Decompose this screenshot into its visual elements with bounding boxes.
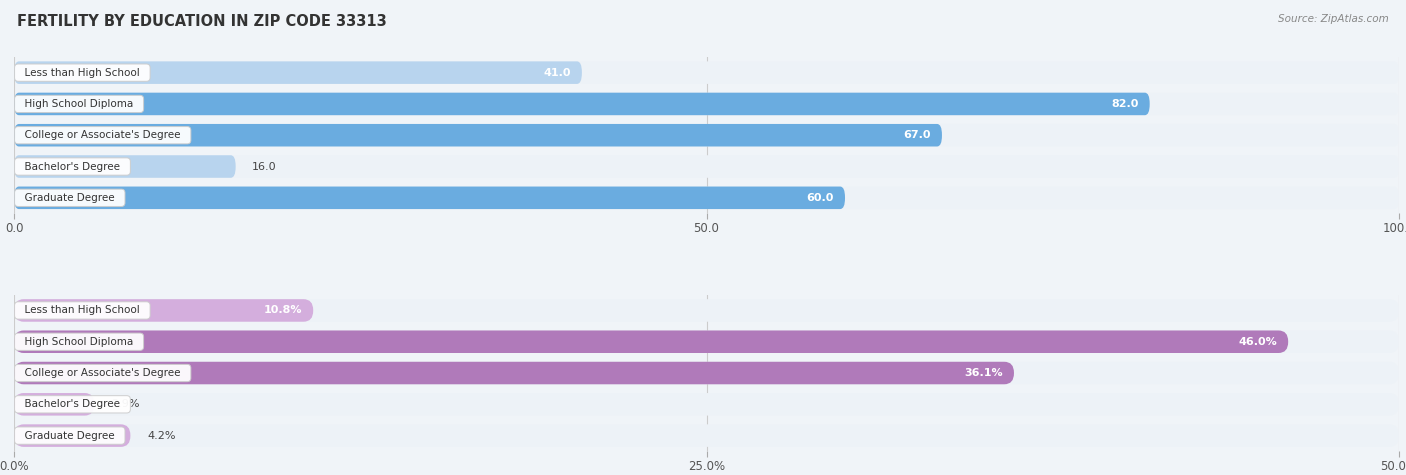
- FancyBboxPatch shape: [14, 362, 1014, 384]
- FancyBboxPatch shape: [14, 299, 1399, 322]
- FancyBboxPatch shape: [14, 155, 236, 178]
- Text: 82.0: 82.0: [1111, 99, 1139, 109]
- Text: 10.8%: 10.8%: [263, 305, 302, 315]
- Text: 60.0: 60.0: [807, 193, 834, 203]
- FancyBboxPatch shape: [14, 124, 1399, 146]
- Text: FERTILITY BY EDUCATION IN ZIP CODE 33313: FERTILITY BY EDUCATION IN ZIP CODE 33313: [17, 14, 387, 29]
- Text: Graduate Degree: Graduate Degree: [18, 193, 121, 203]
- Text: 16.0: 16.0: [252, 162, 277, 171]
- Text: Bachelor's Degree: Bachelor's Degree: [18, 162, 127, 171]
- FancyBboxPatch shape: [14, 93, 1150, 115]
- Text: 36.1%: 36.1%: [965, 368, 1002, 378]
- Text: 4.2%: 4.2%: [148, 431, 176, 441]
- Text: 2.9%: 2.9%: [111, 399, 139, 409]
- FancyBboxPatch shape: [14, 393, 94, 416]
- FancyBboxPatch shape: [14, 187, 1399, 209]
- FancyBboxPatch shape: [14, 331, 1399, 353]
- FancyBboxPatch shape: [14, 61, 1399, 84]
- Text: 67.0: 67.0: [904, 130, 931, 140]
- FancyBboxPatch shape: [14, 61, 582, 84]
- Text: Bachelor's Degree: Bachelor's Degree: [18, 399, 127, 409]
- FancyBboxPatch shape: [14, 124, 942, 146]
- Text: 46.0%: 46.0%: [1239, 337, 1277, 347]
- FancyBboxPatch shape: [14, 299, 314, 322]
- FancyBboxPatch shape: [14, 424, 131, 447]
- FancyBboxPatch shape: [14, 155, 1399, 178]
- Text: Less than High School: Less than High School: [18, 305, 146, 315]
- Text: Graduate Degree: Graduate Degree: [18, 431, 121, 441]
- Text: Source: ZipAtlas.com: Source: ZipAtlas.com: [1278, 14, 1389, 24]
- FancyBboxPatch shape: [14, 393, 1399, 416]
- Text: Less than High School: Less than High School: [18, 67, 146, 77]
- Text: 41.0: 41.0: [543, 67, 571, 77]
- Text: High School Diploma: High School Diploma: [18, 99, 141, 109]
- FancyBboxPatch shape: [14, 424, 1399, 447]
- FancyBboxPatch shape: [14, 187, 845, 209]
- FancyBboxPatch shape: [14, 362, 1399, 384]
- Text: College or Associate's Degree: College or Associate's Degree: [18, 130, 187, 140]
- Text: College or Associate's Degree: College or Associate's Degree: [18, 368, 187, 378]
- FancyBboxPatch shape: [14, 331, 1288, 353]
- FancyBboxPatch shape: [14, 93, 1399, 115]
- Text: High School Diploma: High School Diploma: [18, 337, 141, 347]
